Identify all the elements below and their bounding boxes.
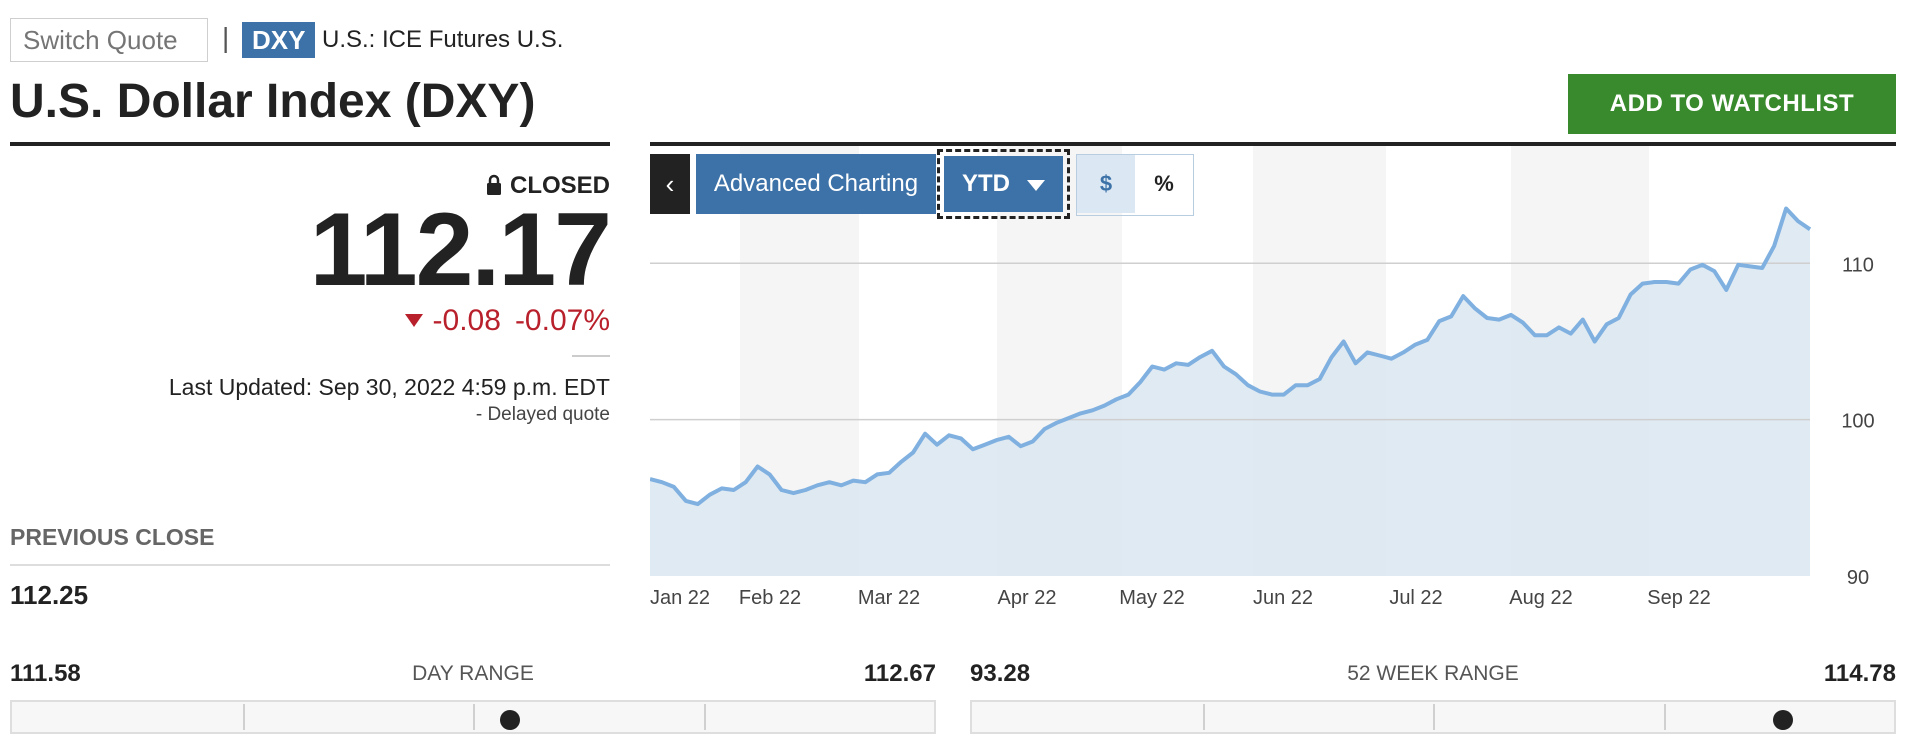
lock-icon — [486, 174, 502, 196]
week52-range-high: 114.78 — [1823, 660, 1896, 687]
price-line — [649, 206, 1812, 507]
market-status-text: CLOSED — [509, 172, 610, 199]
day-range-marker — [499, 710, 520, 730]
week52-range-bar — [970, 700, 1896, 734]
down-arrow-icon — [404, 314, 423, 327]
range-tick — [473, 704, 475, 730]
value-mode-toggle: $ % — [1076, 154, 1194, 216]
last-updated: Last Updated: Sep 30, 2022 4:59 p.m. EDT — [168, 374, 610, 400]
chevron-down-icon — [1027, 180, 1045, 191]
title-divider — [10, 142, 610, 146]
week52-range-label: 52 WEEK RANGE — [1347, 662, 1519, 685]
range-tick — [703, 704, 706, 730]
chart-divider — [650, 142, 1896, 146]
day-range-label: DAY RANGE — [412, 662, 534, 685]
market-status: CLOSED — [486, 172, 610, 200]
x-tick-label: Jun 22 — [1253, 587, 1313, 609]
price-chart[interactable]: 90 100 110 Jan 22 Feb 22 Mar 22 Apr 22 May 22 Ju… — [649, 146, 1906, 616]
x-tick-label: Mar 22 — [858, 587, 920, 609]
y-tick-label: 110 — [1842, 254, 1874, 276]
range-tick — [1433, 704, 1435, 730]
range-tick — [1663, 704, 1666, 730]
delayed-quote-note: - Delayed quote — [475, 404, 610, 425]
range-tick — [242, 704, 245, 730]
last-price: 112.17 — [309, 192, 612, 308]
x-tick-label: Sep 22 — [1647, 587, 1710, 609]
collapse-toolbar-button[interactable]: ‹ — [650, 154, 690, 214]
x-tick-label: Feb 22 — [739, 587, 801, 609]
chart-area — [650, 208, 1810, 576]
week52-range-marker — [1773, 710, 1794, 730]
x-tick-label: Jan 22 — [650, 587, 710, 609]
header-separator: | — [222, 22, 230, 53]
day-range-low: 111.58 — [10, 660, 81, 687]
ticker-badge: DXY — [242, 22, 316, 58]
range-tick — [1202, 704, 1205, 730]
x-tick-label: May 22 — [1119, 587, 1185, 609]
toggle-percent-button[interactable]: % — [1135, 155, 1193, 213]
advanced-charting-button[interactable]: Advanced Charting — [696, 154, 936, 214]
page-title: U.S. Dollar Index (DXY) — [10, 75, 536, 128]
week52-range-low: 93.28 — [970, 660, 1031, 687]
x-tick-label: Jul 22 — [1389, 587, 1442, 609]
x-tick-label: Aug 22 — [1509, 587, 1572, 609]
exchange-label: U.S.: ICE Futures U.S. — [322, 26, 564, 53]
day-range-bar — [10, 700, 936, 734]
previous-close-divider — [10, 564, 610, 566]
week52-range: 52 WEEK RANGE 93.28 114.78 — [970, 660, 1896, 740]
y-tick-label: 100 — [1841, 411, 1874, 433]
toggle-dollar-button[interactable]: $ — [1077, 155, 1135, 213]
period-select[interactable]: YTD — [944, 156, 1063, 212]
previous-close-value: 112.25 — [10, 580, 89, 610]
price-chart-svg: 90 100 110 Jan 22 Feb 22 Mar 22 Apr 22 May 22 Ju… — [649, 146, 1875, 609]
quote-divider — [572, 355, 610, 357]
period-select-label: YTD — [962, 170, 1010, 197]
y-tick-label: 90 — [1847, 567, 1869, 589]
add-to-watchlist-button[interactable]: ADD TO WATCHLIST — [1568, 74, 1896, 134]
change-percent: -0.07% — [514, 304, 610, 337]
switch-quote-input[interactable] — [10, 18, 208, 62]
x-tick-label: Apr 22 — [998, 587, 1057, 609]
previous-close-label: PREVIOUS CLOSE — [10, 524, 215, 550]
period-select-focus-ring: YTD — [937, 149, 1070, 219]
day-range: DAY RANGE 111.58 112.67 — [10, 660, 936, 740]
price-change: -0.08 -0.07% — [404, 304, 610, 338]
change-value: -0.08 — [432, 304, 501, 337]
day-range-high: 112.67 — [863, 660, 936, 687]
